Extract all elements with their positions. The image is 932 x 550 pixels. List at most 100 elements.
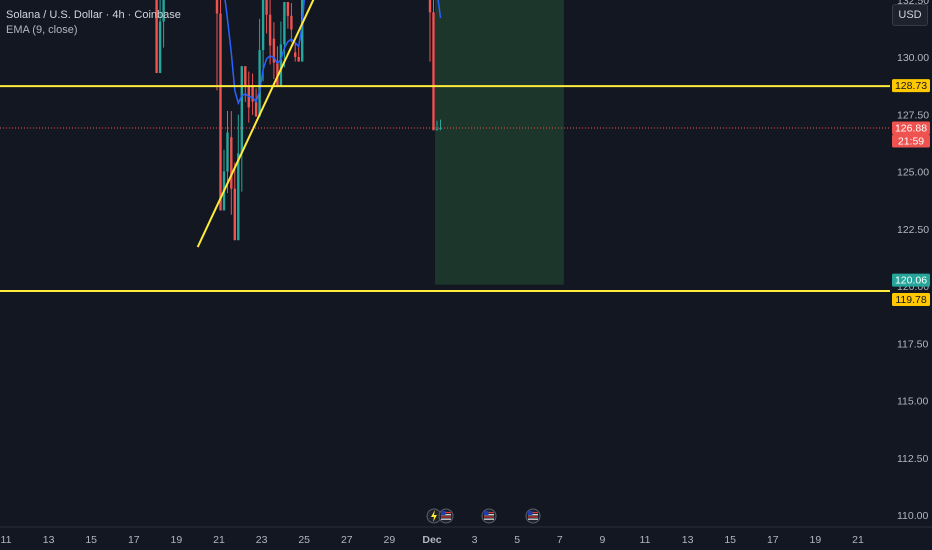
price-axis-ticks: 152.50150.00147.50145.00142.50140.00137.… [897, 0, 929, 522]
time-tick-label: 13 [682, 534, 694, 546]
candle-body [261, 0, 265, 51]
flag-canton [441, 511, 446, 515]
time-tick-label: 21 [852, 534, 864, 546]
candle-body [233, 188, 236, 241]
time-tick-label: 5 [514, 534, 520, 546]
time-tick-label: 23 [256, 534, 268, 546]
candle-body [254, 101, 258, 117]
flag-stripe [528, 514, 538, 516]
time-tick-label: 19 [171, 534, 183, 546]
flag-stripe [441, 512, 451, 514]
time-tick-label: Dec [422, 534, 441, 546]
price-tag: 119.78 [892, 293, 930, 307]
candle-body [258, 50, 261, 117]
time-tick-label: 11 [640, 534, 651, 546]
price-tag-background [892, 293, 930, 307]
us-flag-event-icon[interactable] [438, 508, 454, 524]
time-tick-label: 7 [557, 534, 563, 546]
price-tick-label: 122.50 [897, 224, 929, 236]
flag-canton [528, 511, 533, 515]
candles [155, 0, 442, 241]
chart-legend: Solana / U.S. Dollar · 4h · Coinbase EMA… [6, 8, 181, 38]
event-markers[interactable] [426, 508, 541, 524]
candle-body [268, 14, 272, 46]
time-tick-label: 9 [599, 534, 605, 546]
candle-body [294, 52, 297, 57]
position-tool[interactable] [435, 0, 564, 285]
symbol-title[interactable]: Solana / U.S. Dollar · 4h · Coinbase [6, 9, 181, 21]
flag-stripe [441, 514, 451, 516]
candle-body [155, 0, 158, 74]
price-tick-label: 117.50 [897, 338, 928, 350]
candle-body [439, 127, 442, 130]
time-tick-label: 15 [85, 534, 97, 546]
price-axis[interactable] [890, 0, 932, 526]
price-tag: 21:59 [892, 134, 930, 148]
flag-stripe [441, 518, 451, 520]
candle-body [265, 0, 268, 15]
price-tag: 126.88 [892, 121, 930, 135]
candle-body [158, 21, 162, 74]
price-tags: 141.75137.65134.81134.62128.73126.8821:5… [892, 79, 930, 307]
candle-body [286, 2, 290, 16]
price-tag-background [892, 273, 930, 287]
take-profit-zone[interactable] [435, 0, 564, 285]
price-tick-label: 130.00 [897, 52, 929, 64]
flag-stripe [528, 518, 538, 520]
candle-body [244, 66, 247, 87]
flag-stripe [528, 516, 538, 518]
flag-stripe [484, 518, 494, 520]
price-tag-label: 120.06 [895, 275, 927, 287]
time-tick-label: 29 [384, 534, 396, 546]
price-tick-label: 115.00 [897, 396, 928, 408]
price-tag-background [892, 79, 930, 93]
candle-body [230, 137, 233, 189]
price-tick-label: 125.00 [897, 167, 929, 179]
time-tick-label: 27 [341, 534, 353, 546]
candle-body [297, 57, 300, 62]
candle-body [162, 0, 165, 22]
us-flag-event-icon[interactable] [525, 508, 541, 524]
time-tick-label: 13 [43, 534, 55, 546]
candle-body [290, 15, 293, 30]
candle-body [237, 153, 240, 241]
price-tag-label: 126.88 [895, 122, 927, 134]
time-tick-label: 25 [298, 534, 310, 546]
candle-body [279, 44, 283, 87]
price-tick-label: 127.50 [897, 109, 929, 121]
flag-stripe [484, 514, 494, 516]
currency-button[interactable]: USD [892, 4, 928, 26]
price-tag-background [892, 134, 930, 148]
ema-indicator-label[interactable]: EMA (9, close) [6, 24, 78, 36]
price-tick-label: 132.50 [897, 0, 929, 7]
drawing-lines[interactable] [0, 0, 892, 293]
candle-body [435, 129, 439, 131]
time-axis-ticks[interactable]: 11 13 15 17 19 21 23 25 27 29 Dec 3 5 7 9 11 13 15 17 19 21 [1, 534, 864, 546]
price-tag: 128.73 [892, 79, 930, 93]
flag-canton [484, 511, 489, 515]
time-tick-label: 11 [1, 534, 12, 546]
candle-body [272, 38, 276, 63]
time-tick-label: 17 [767, 534, 779, 546]
price-tag-background [892, 121, 930, 135]
candle-body [215, 0, 219, 14]
flag-stripe [484, 512, 494, 514]
candle-body [432, 12, 435, 131]
ascending-trendline[interactable] [196, 0, 475, 248]
flag-stripe [441, 516, 451, 518]
candle-body [240, 66, 243, 154]
us-flag-event-icon[interactable] [481, 508, 497, 524]
candle-body [251, 86, 254, 102]
time-tick-label: 3 [472, 534, 478, 546]
candle-body [226, 132, 229, 172]
price-tag: 120.06 [892, 273, 930, 287]
price-tick-label: 112.50 [897, 453, 928, 465]
candle-body [283, 2, 286, 45]
lightning-bolt [431, 510, 437, 522]
time-tick-label: 15 [724, 534, 736, 546]
candle-body [219, 13, 222, 211]
candle-body [428, 0, 432, 13]
price-tag-label: 128.73 [895, 80, 927, 92]
candle-body [301, 0, 304, 62]
